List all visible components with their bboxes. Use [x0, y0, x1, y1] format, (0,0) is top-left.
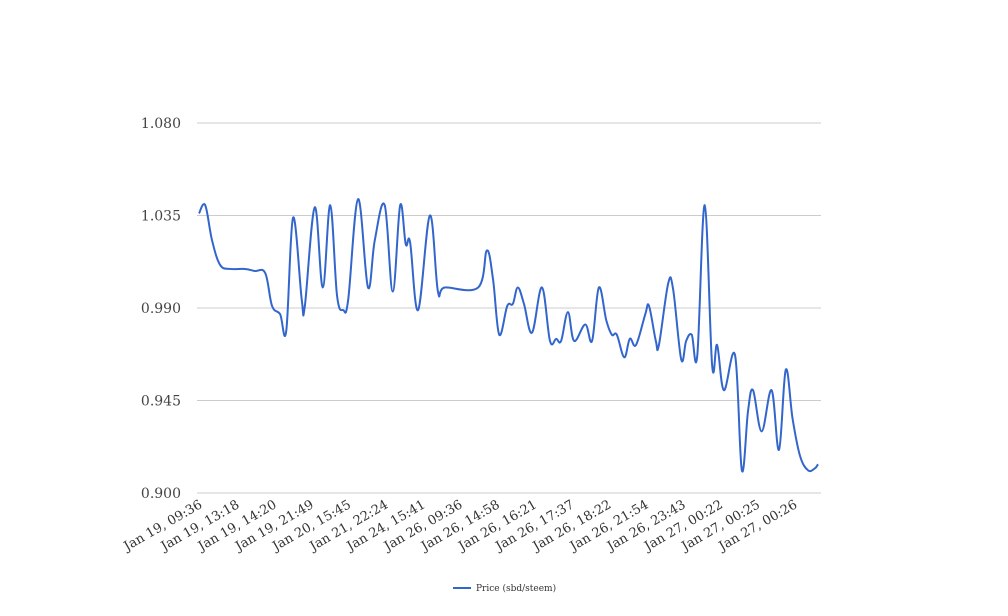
y-tick-label: 1.035 [141, 209, 181, 225]
y-tick-label: 1.080 [141, 116, 181, 132]
legend[interactable]: Price (sbd/steem) [453, 583, 556, 594]
gridlines [197, 122, 821, 494]
y-tick-label: 0.900 [141, 486, 181, 502]
y-tick-label: 0.990 [141, 301, 181, 317]
series-layer [198, 198, 819, 473]
series-line-price [198, 198, 819, 473]
legend-label: Price (sbd/steem) [476, 583, 556, 594]
y-axis-ticks: 0.900 0.945 0.990 1.035 1.080 [141, 116, 181, 502]
y-tick-label: 0.945 [141, 394, 181, 410]
